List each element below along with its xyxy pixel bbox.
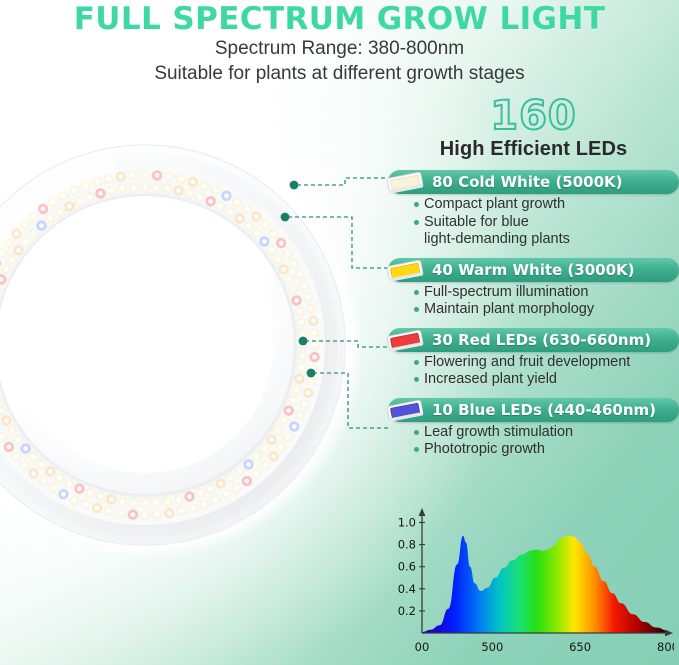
bullet-dot-icon bbox=[414, 289, 419, 295]
led-count-label: High Efficient LEDs bbox=[439, 138, 628, 160]
led-count-block: 160 High Efficient LEDs bbox=[388, 93, 679, 161]
page-title: FULL SPECTRUM GROW LIGHT bbox=[73, 1, 606, 37]
bullet-dot-icon bbox=[414, 359, 419, 365]
warm-white-led-chip-icon bbox=[386, 259, 424, 282]
svg-text:650: 650 bbox=[569, 640, 591, 654]
led-group-header: 80 Cold White (5000K) bbox=[386, 170, 679, 194]
spectrum-chart: 0.2 0.4 0.6 0.8 1.0 00 500 650 800 bbox=[386, 505, 674, 657]
svg-text:00: 00 bbox=[415, 640, 430, 654]
spectrum-range-text: Spectrum Range: 380-800nm bbox=[214, 38, 465, 59]
led-group-header: 10 Blue LEDs (440-460nm) bbox=[386, 397, 679, 422]
led-group-bullets: Compact plant growth Suitable for blue l… bbox=[414, 196, 679, 249]
red-led-chip-icon bbox=[386, 329, 424, 352]
bullet-dot-icon bbox=[414, 219, 419, 225]
led-group-title: 30 Red LEDs (630-660nm) bbox=[432, 330, 652, 349]
bullet-item: Increased plant yield bbox=[414, 371, 679, 389]
svg-text:0.6: 0.6 bbox=[398, 560, 416, 574]
svg-text:0.2: 0.2 bbox=[398, 604, 416, 618]
cold-white-led-chip-icon bbox=[386, 172, 424, 194]
led-group-bullets: Flowering and fruit development Increase… bbox=[414, 354, 679, 389]
led-group-red: 30 Red LEDs (630-660nm) Flowering and fr… bbox=[386, 327, 679, 389]
bullet-dot-icon bbox=[414, 202, 419, 207]
led-group-blue: 10 Blue LEDs (440-460nm) Leaf growth sti… bbox=[386, 397, 679, 459]
bullet-item: Compact plant growth bbox=[414, 196, 679, 214]
header: FULL SPECTRUM GROW LIGHT Spectrum Range:… bbox=[0, 0, 679, 88]
bullet-item: Leaf growth stimulation bbox=[414, 424, 679, 442]
round-ceiling-grow-light bbox=[0, 95, 360, 595]
bullet-dot-icon bbox=[414, 377, 419, 382]
bullet-dot-icon bbox=[414, 429, 419, 435]
bullet-dot-icon bbox=[414, 307, 419, 312]
led-group-title: 80 Cold White (5000K) bbox=[432, 173, 623, 191]
led-group-warm-white: 40 Warm White (3000K) Full-spectrum illu… bbox=[386, 257, 679, 319]
led-group-title: 10 Blue LEDs (440-460nm) bbox=[432, 400, 657, 419]
bullet-item-continuation: light-demanding plants bbox=[424, 231, 570, 247]
svg-text:1.0: 1.0 bbox=[398, 516, 416, 530]
bullet-item: Phototropic growth bbox=[414, 441, 679, 459]
svg-text:800: 800 bbox=[657, 640, 674, 654]
led-group-header: 40 Warm White (3000K) bbox=[386, 257, 679, 282]
led-breakdown-panel: 160 High Efficient LEDs 80 Cold White (5… bbox=[386, 93, 679, 459]
led-group-title: 40 Warm White (3000K) bbox=[432, 260, 635, 279]
bullet-item: Flowering and fruit development bbox=[414, 354, 679, 372]
blue-led-chip-icon bbox=[386, 399, 424, 422]
led-count-number: 160 bbox=[489, 93, 577, 139]
bullet-item: Suitable for blue bbox=[414, 214, 679, 232]
bullet-item: Maintain plant morphology bbox=[414, 301, 679, 319]
bullet-item: Full-spectrum illumination bbox=[414, 284, 679, 302]
growth-stages-text: Suitable for plants at different growth … bbox=[154, 63, 525, 84]
bullet-dot-icon bbox=[414, 447, 419, 452]
svg-text:500: 500 bbox=[481, 640, 503, 654]
svg-text:0.4: 0.4 bbox=[398, 582, 416, 596]
led-group-header: 30 Red LEDs (630-660nm) bbox=[386, 327, 679, 352]
led-group-bullets: Full-spectrum illumination Maintain plan… bbox=[414, 284, 679, 319]
svg-text:0.8: 0.8 bbox=[398, 538, 416, 552]
led-group-bullets: Leaf growth stimulation Phototropic grow… bbox=[414, 424, 679, 459]
led-group-cold-white: 80 Cold White (5000K) Compact plant grow… bbox=[386, 170, 679, 249]
